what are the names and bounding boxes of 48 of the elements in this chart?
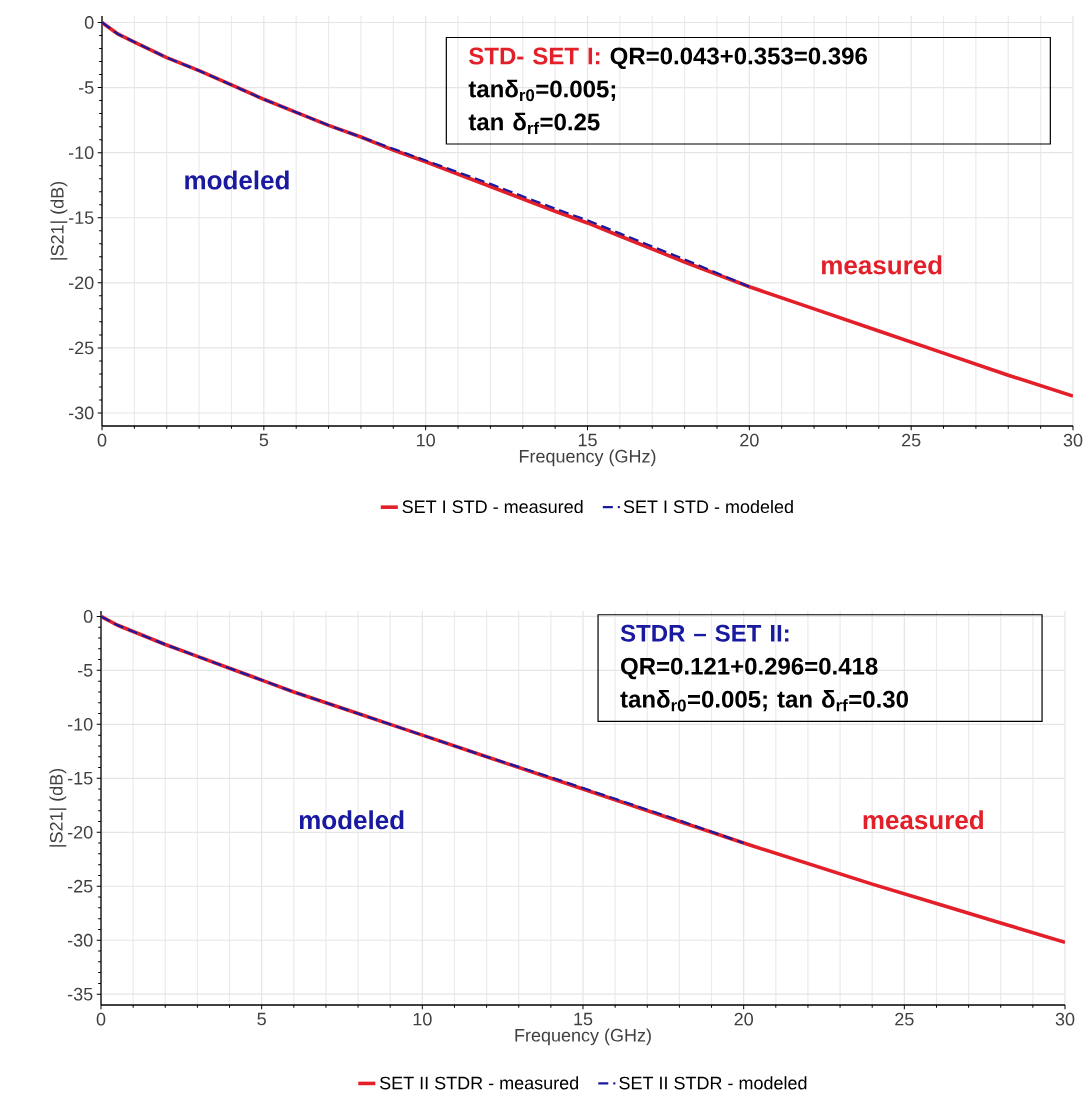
annotation: measured bbox=[863, 810, 983, 830]
x-tick-label: 5 bbox=[259, 433, 269, 447]
x-tick-label: 30 bbox=[1055, 1012, 1075, 1026]
y-tick-label: -10 bbox=[68, 146, 94, 160]
annotation: tan δ$_{rf}$=0.25 bbox=[468, 112, 600, 134]
x-tick-label: 20 bbox=[740, 433, 759, 447]
annotation: measured bbox=[822, 255, 942, 275]
y-tick-label: -5 bbox=[78, 81, 94, 94]
annotation: modeled bbox=[299, 810, 404, 830]
y-tick-label: -30 bbox=[67, 933, 93, 947]
legend-label: SET II STDR - measured bbox=[379, 1076, 579, 1090]
annotation: modeled bbox=[185, 170, 289, 190]
y-axis-title: |S21| (dB) bbox=[49, 768, 67, 847]
x-tick-label: 5 bbox=[257, 1012, 266, 1026]
y-tick-label: 0 bbox=[83, 610, 93, 623]
annotation: tanδ$_{r0}$=0.005; bbox=[468, 79, 616, 102]
y-tick-label: -35 bbox=[67, 987, 93, 1001]
y-tick-label: 0 bbox=[84, 16, 94, 29]
x-tick-label: 25 bbox=[902, 433, 921, 447]
legend-label: SET I STD - measured bbox=[402, 499, 583, 514]
annotation: STDR – SET II: bbox=[620, 624, 789, 642]
y-tick-label: -20 bbox=[68, 276, 94, 290]
x-tick-label: 20 bbox=[734, 1012, 753, 1026]
x-tick-label: 25 bbox=[895, 1012, 914, 1026]
y-tick-label: -10 bbox=[67, 717, 93, 731]
x-tick-label: 0 bbox=[97, 433, 107, 447]
y-tick-label: -15 bbox=[68, 211, 94, 225]
x-axis-title: Frequency (GHz) bbox=[519, 449, 656, 467]
annotation: STD- SET I: bbox=[469, 47, 600, 65]
y-tick-label: -20 bbox=[67, 825, 93, 839]
annotation: QR=0.121+0.296=0.418 bbox=[621, 657, 878, 680]
y-tick-label: -25 bbox=[67, 879, 93, 893]
legend-label: SET I STD - modeled bbox=[623, 499, 793, 514]
x-tick-label: 10 bbox=[413, 1012, 432, 1026]
y-tick-label: -30 bbox=[68, 406, 94, 420]
annotation: tanδ$_{r0}$=0.005; tan δ$_{rf}$=0.30 bbox=[620, 690, 908, 712]
x-axis-title: Frequency (GHz) bbox=[515, 1028, 651, 1046]
x-tick-label: 10 bbox=[417, 433, 435, 447]
x-tick-label: 15 bbox=[574, 1012, 593, 1026]
y-tick-label: -5 bbox=[77, 664, 93, 677]
x-tick-label: 30 bbox=[1063, 433, 1083, 447]
x-tick-label: 0 bbox=[96, 1012, 106, 1026]
y-tick-label: -15 bbox=[67, 772, 93, 785]
y-tick-label: -25 bbox=[68, 341, 94, 355]
annotation: QR=0.043+0.353=0.396 bbox=[610, 47, 867, 69]
x-tick-label: 15 bbox=[578, 433, 597, 447]
legend-label: SET II STDR - modeled bbox=[619, 1076, 807, 1090]
y-axis-title: |S21| (dB) bbox=[50, 181, 68, 260]
